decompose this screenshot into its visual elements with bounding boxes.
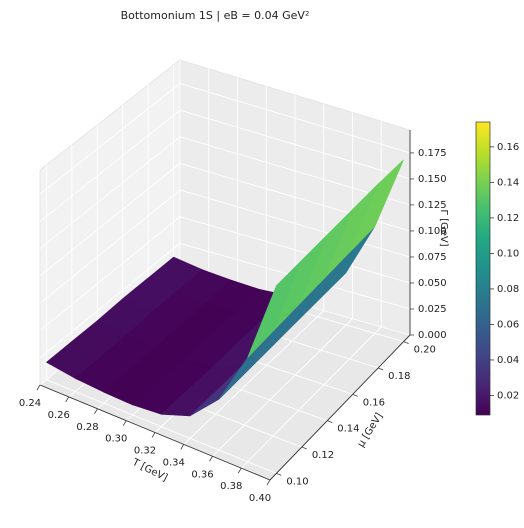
x-tick	[94, 408, 98, 414]
grid-line	[39, 163, 181, 277]
grid-line	[39, 109, 181, 222]
x-tick-label: 0.38	[220, 481, 242, 492]
x-tick	[266, 479, 271, 486]
grid-line	[179, 189, 411, 258]
colorbar-fill	[475, 121, 491, 416]
grid-line	[179, 216, 411, 284]
x-tick	[209, 456, 213, 462]
y-tick	[378, 367, 384, 371]
z-tick-label: 0.000	[418, 330, 447, 341]
grid-line	[179, 109, 411, 180]
grid-line	[179, 83, 411, 154]
y-tick-label: 0.10	[286, 476, 308, 487]
axes: 0.24 0.26 0.28 0.30 0.32 0.34 0.36 0.38 0.40 0.10…	[19, 130, 447, 504]
x-tick-label: 0.30	[105, 434, 127, 445]
grid-line	[39, 216, 181, 331]
axis-line	[39, 384, 271, 481]
grid-line	[240, 326, 382, 469]
surface	[45, 159, 404, 417]
colorbar-tick-label: 0.12	[497, 213, 519, 224]
y-tick-label: 0.12	[312, 450, 334, 461]
y-axis-label: μ [GeV]	[356, 411, 386, 449]
colorbar-tick-label: 0.02	[497, 390, 519, 401]
chart-title: Bottomonium 1S | eB = 0.04 GeV²	[121, 9, 310, 22]
x-tick	[237, 467, 242, 474]
x-tick-label: 0.34	[163, 457, 185, 468]
colorbar-tick-label: 0.10	[497, 248, 519, 259]
colorbar-tick-label: 0.04	[497, 355, 519, 366]
surface-patch	[247, 259, 303, 358]
z-tick-label: 0.100	[418, 226, 447, 237]
colorbar-tick-label: 0.06	[497, 319, 519, 330]
z-tick-label: 0.075	[418, 252, 447, 263]
z-axis-label: Γ [GeV]	[438, 209, 449, 246]
x-tick-label: 0.24	[19, 398, 41, 409]
x-tick-label: 0.40	[249, 493, 271, 504]
x-tick	[180, 444, 185, 450]
z-tick-label: 0.025	[418, 304, 447, 315]
grid-line	[212, 318, 353, 457]
y-tick-label: 0.14	[337, 424, 359, 435]
y-tick-label: 0.16	[363, 397, 385, 408]
grid-line	[46, 379, 277, 474]
x-tick-label: 0.26	[48, 410, 70, 421]
grid-line	[39, 243, 181, 359]
colorbar-tick-label: 0.14	[497, 177, 519, 188]
x-tick-label: 0.36	[191, 469, 213, 480]
y-tick	[276, 473, 282, 476]
x-tick	[36, 384, 41, 391]
x-tick	[122, 420, 127, 426]
x-tick	[151, 432, 156, 438]
z-tick-label: 0.150	[418, 174, 447, 185]
grid-line	[39, 83, 181, 195]
x-tick	[65, 396, 70, 403]
grid-line	[183, 310, 325, 445]
axis-line	[269, 334, 411, 481]
y-tick	[327, 420, 333, 424]
grid-line	[39, 189, 181, 304]
panes	[39, 59, 411, 481]
z-tick-label: 0.175	[418, 148, 447, 159]
z-tick-label: 0.125	[418, 200, 447, 211]
y-tick-label: 0.20	[414, 345, 436, 356]
x-tick-label: 0.28	[76, 422, 98, 433]
z-tick-label: 0.050	[418, 278, 447, 289]
colorbar-tick-label: 0.16	[497, 142, 519, 153]
y-tick	[403, 341, 409, 344]
y-tick	[301, 446, 307, 450]
colorbar: 0.02 0.04 0.06 0.08 0.10 0.12 0.14 0.16	[475, 121, 519, 416]
x-tick-label: 0.32	[134, 446, 156, 457]
y-tick-label: 0.18	[388, 371, 410, 382]
grid-line	[39, 136, 181, 249]
colorbar-tick-label: 0.08	[497, 284, 519, 295]
y-tick	[352, 393, 358, 397]
